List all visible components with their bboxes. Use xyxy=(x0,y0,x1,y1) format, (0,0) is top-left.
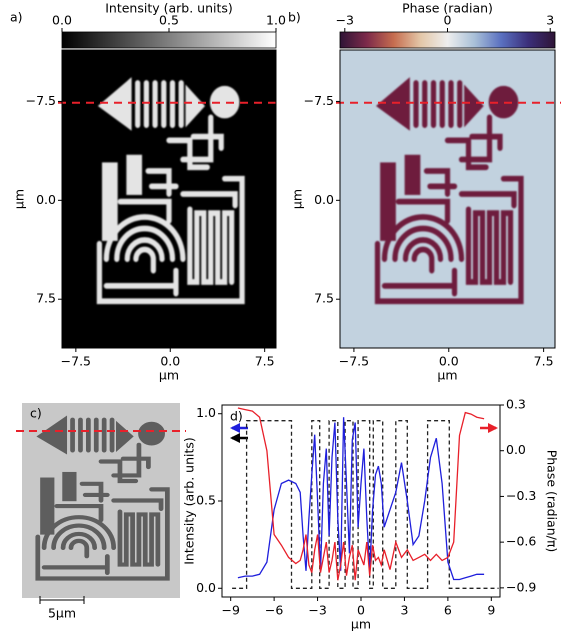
y2-axis-label: Phase (radian/π) xyxy=(545,450,560,553)
colorbar-tick-label: −3 xyxy=(336,13,354,28)
y-axis-label: μm xyxy=(290,189,305,209)
y-tick-label: 1.0 xyxy=(196,405,216,420)
y-tick-label: 0.5 xyxy=(196,493,216,508)
panel-label: a) xyxy=(10,10,23,25)
y2-tick-label: 0.3 xyxy=(506,397,526,412)
y-tick-label: −7.5 xyxy=(26,93,56,108)
y2-tick-label: −0.3 xyxy=(506,488,536,503)
y-tick-label: 7.5 xyxy=(314,291,334,306)
panel-label: b) xyxy=(288,10,301,25)
x-tick-label: 0 xyxy=(357,603,365,618)
x-tick-label: −6 xyxy=(265,603,283,618)
x-tick-label: 0.0 xyxy=(160,354,180,369)
panel-label: c) xyxy=(30,406,42,421)
y-tick-label: 0.0 xyxy=(196,580,216,595)
colorbar-label: Intensity (arb. units) xyxy=(105,1,233,16)
photo-panel: c) 5μm xyxy=(16,403,186,621)
x-tick-label: 7.5 xyxy=(255,354,275,369)
y-tick-label: 0.0 xyxy=(36,192,56,207)
scale-bar xyxy=(39,596,85,604)
colorbar-tick-label: 3 xyxy=(546,13,554,28)
colorbar-tick-label: 0.0 xyxy=(52,13,72,28)
panel-label: d) xyxy=(230,409,243,424)
colorbar-tick-label: 0 xyxy=(444,13,452,28)
plot-frame xyxy=(61,49,277,349)
y-tick-label: 7.5 xyxy=(36,291,56,306)
x-tick-label: −7.5 xyxy=(61,354,91,369)
y2-tick-label: 0.0 xyxy=(506,442,526,457)
x-axis-label: μm xyxy=(437,368,457,383)
y-tick-label: −7.5 xyxy=(304,93,334,108)
y-axis-label: Intensity (arb. units) xyxy=(182,437,197,565)
x-tick-label: 9 xyxy=(487,603,495,618)
colorbar-tick-label: 1.0 xyxy=(266,13,286,28)
series-line xyxy=(237,417,485,581)
plot-frame xyxy=(221,404,501,598)
x-tick-label: −7.5 xyxy=(339,354,369,369)
colorbar-label: Phase (radian) xyxy=(402,1,493,16)
x-tick-label: 3 xyxy=(400,603,408,618)
y-tick-label: 0.0 xyxy=(314,192,334,207)
plot-frame xyxy=(339,49,556,349)
y2-tick-label: −0.6 xyxy=(506,534,536,549)
colorbar xyxy=(61,31,277,49)
x-tick-label: 7.5 xyxy=(534,354,554,369)
x-axis-label: μm xyxy=(159,368,179,383)
x-tick-label: −3 xyxy=(308,603,326,618)
y-axis-label: μm xyxy=(12,189,27,209)
x-tick-label: −9 xyxy=(221,603,239,618)
colorbar-tick-label: 0.5 xyxy=(159,13,179,28)
x-tick-label: 6 xyxy=(444,603,452,618)
x-axis-label: μm xyxy=(351,617,371,632)
y2-tick-label: −0.9 xyxy=(506,579,536,594)
series-line xyxy=(237,407,485,581)
scale-bar-label: 5μm xyxy=(48,606,76,621)
colorbar xyxy=(339,31,556,49)
x-tick-label: 0.0 xyxy=(439,354,459,369)
